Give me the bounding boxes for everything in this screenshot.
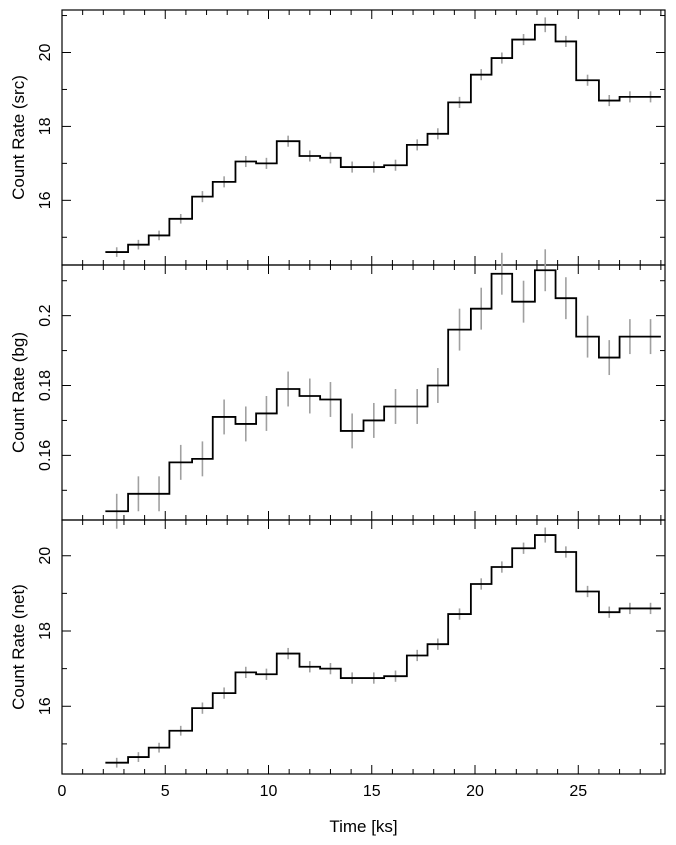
step-line-bg: [105, 269, 661, 513]
x-tick-label: 0: [58, 783, 67, 800]
panel-src: 16 18 20 Count Rate (src): [9, 9, 666, 266]
step-line-src: [105, 23, 661, 253]
y-tick-label: 18: [37, 622, 54, 640]
y-axis-title: Count Rate (src): [9, 75, 28, 200]
x-tick-label: 25: [569, 783, 587, 800]
y-tick-label: 20: [37, 547, 54, 565]
x-tick-label: 20: [466, 783, 484, 800]
x-tick-label: 10: [260, 783, 278, 800]
panel-frame-bg: [61, 264, 666, 521]
panel-frame-net: [61, 519, 666, 775]
y-tick-label: 18: [37, 117, 54, 135]
panel-net: 16 18 20 Count Rate (net) 0 5 10 15 20 25 Time [ks…: [9, 519, 666, 836]
y-tick-label: 16: [37, 697, 54, 715]
y-tick-label: 16: [37, 191, 54, 209]
step-line-net: [105, 534, 661, 764]
y-axis-title: Count Rate (net): [9, 584, 28, 710]
x-tick-label: 15: [363, 783, 381, 800]
panel-frame-src: [61, 9, 666, 266]
y-tick-label: 20: [37, 44, 54, 62]
y-tick-label: 0.18: [37, 370, 54, 401]
x-tick-label: 5: [161, 783, 170, 800]
y-tick-label: 0.16: [37, 440, 54, 471]
panel-bg: 0.16 0.18 0.2 Count Rate (bg): [9, 249, 666, 529]
y-axis-title: Count Rate (bg): [9, 332, 28, 453]
y-tick-label: 0.2: [37, 304, 54, 326]
x-axis-title: Time [ks]: [329, 817, 397, 836]
